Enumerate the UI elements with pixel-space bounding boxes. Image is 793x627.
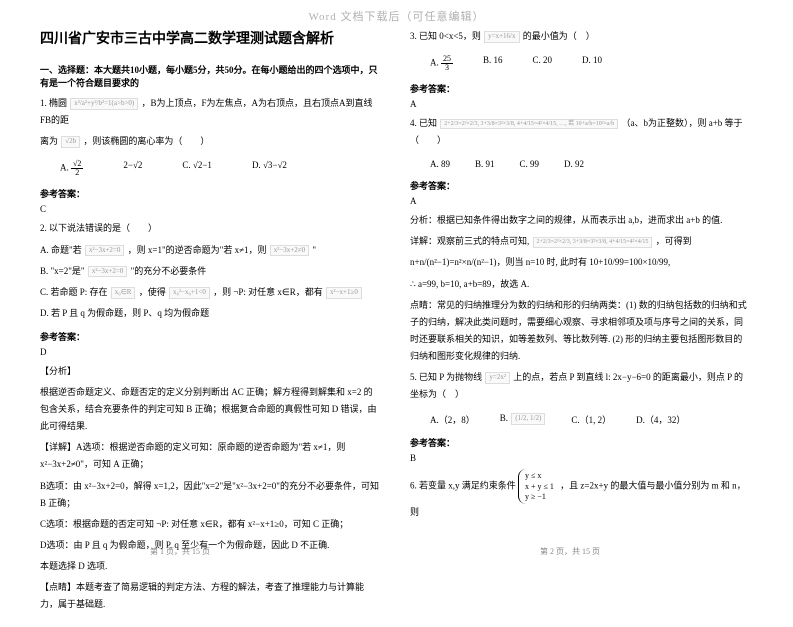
q1-options: A. √22 2−√2 C. √2−1 D. √3−√2 <box>40 160 380 177</box>
opt-d: D. 10 <box>582 55 602 72</box>
formula-icon: (1/2, 1/2) <box>511 413 545 425</box>
formula-icon: x²−3x+2≠0 <box>270 245 309 257</box>
opt-a: A. 253 <box>430 55 453 72</box>
text: ，可得到 <box>656 236 692 246</box>
text: A. 命题"若 <box>40 245 82 255</box>
q2-opt-b: B. "x=2"是" x²−3x+2=0 "的充分不必要条件 <box>40 263 380 280</box>
constraint: y ≥ −1 <box>525 492 554 502</box>
formula-icon: y=x+16/x <box>484 31 519 43</box>
answer-heading: 参考答案： <box>410 436 750 449</box>
question-6: 6. 若变量 x,y 满足约束条件 y ≤ x x + y ≤ 1 y ≥ −1… <box>410 469 750 521</box>
text: ，使得 <box>139 287 166 297</box>
text: " <box>312 245 316 255</box>
opt-b: B. (1/2, 1/2) <box>500 413 547 426</box>
explanation: 根据逆否命题定义、命题否定的定义分别判断出 AC 正确；解方程得到解集和 x=2… <box>40 384 380 435</box>
question-4: 4. 已知 2+2/3=2²×2/3, 3+3/8=3²×3/8, 4+4/15… <box>410 115 750 149</box>
page-number-left: 第 1 页，共 15 页 <box>150 546 210 557</box>
formula-icon: x²/a²+y²/b²=1(a>b>0) <box>70 98 138 110</box>
formula-icon: 2+2/3=2²×2/3, 3+3/8=3²×3/8, 4+4/15=4²×4/… <box>440 119 618 130</box>
explanation: ∴ a=99, b=10, a+b=89，故选 A. <box>410 276 750 293</box>
document-title: 四川省广安市三古中学高二数学理测试题含解析 <box>40 28 380 48</box>
answer-letter: C <box>40 204 380 214</box>
answer-letter: A <box>410 196 750 206</box>
page-container: 四川省广安市三古中学高二数学理测试题含解析 一、选择题：本大题共10小题，每小题… <box>0 0 793 627</box>
formula-icon: √2b <box>61 136 80 148</box>
answer-heading: 参考答案： <box>410 82 750 95</box>
constraint: x + y ≤ 1 <box>525 482 554 492</box>
right-column: 3. 已知 0<x<5，则 y=x+16/x 的最小值为（ ） A. 253 B… <box>410 28 750 617</box>
opt-d: D. √3−√2 <box>252 160 287 177</box>
watermark-text: Word 文档下载后（可任意编辑） <box>0 8 793 24</box>
question-1-line2: 离为 √2b ，则该椭圆的离心率为（ ） <box>40 133 380 150</box>
formula-icon: x₀²−x₀+1<0 <box>169 287 210 299</box>
opt-c: C.（1, 2） <box>571 413 611 426</box>
explanation: C选项：根据命题的否定可知 ¬P: 对任意 x∈R，都有 x²−x+1≥0，可知… <box>40 516 380 533</box>
answer-heading: 参考答案： <box>410 179 750 192</box>
left-column: 四川省广安市三古中学高二数学理测试题含解析 一、选择题：本大题共10小题，每小题… <box>40 28 380 617</box>
explanation: B选项：由 x²−3x+2=0，解得 x=1,2，因此"x=2"是"x²−3x+… <box>40 478 380 512</box>
text: 6. 若变量 x,y 满足约束条件 <box>410 481 516 491</box>
explanation: 本题选择 D 选项. <box>40 558 380 575</box>
question-2: 2. 以下说法错误的是（ ） <box>40 220 380 237</box>
question-1: 1. 椭圆 x²/a²+y²/b²=1(a>b>0) ，B为上顶点，F为左焦点，… <box>40 95 380 129</box>
opt-c: C. √2−1 <box>182 160 212 177</box>
explanation: 详解：观察前三式的特点可知, 2+2/3=2²×2/3, 3+3/8=3²×3/… <box>410 233 750 250</box>
text: 详解：观察前三式的特点可知, <box>410 236 529 246</box>
opt-d: D. 92 <box>564 159 584 169</box>
q2-opt-d: D. 若 P 且 q 为假命题，则 P、q 均为假命题 <box>40 305 380 322</box>
opt-a: A. √22 <box>60 160 83 177</box>
opt-b: B. 91 <box>475 159 495 169</box>
opt-c: C. 20 <box>533 55 553 72</box>
question-3: 3. 已知 0<x<5，则 y=x+16/x 的最小值为（ ） <box>410 28 750 45</box>
text: 4. 已知 <box>410 118 437 128</box>
opt-b: 2−√2 <box>123 160 142 177</box>
answer-heading: 参考答案： <box>40 330 380 343</box>
section-heading: 一、选择题：本大题共10小题，每小题5分，共50分。在每小题给出的四个选项中，只… <box>40 64 380 89</box>
q2-opt-c: C. 若命题 P: 存在 x₀∈R ，使得 x₀²−x₀+1<0 ，则 ¬P: … <box>40 284 380 301</box>
text: C. 若命题 P: 存在 <box>40 287 108 297</box>
text: 5. 已知 P 为抛物线 <box>410 372 482 382</box>
q1-text-c: 离为 <box>40 136 58 146</box>
text: B. "x=2"是" <box>40 266 85 276</box>
q2-opt-a: A. 命题"若 x²−3x+2=0 ，则 x=1"的逆否命题为"若 x≠1，则 … <box>40 242 380 259</box>
explanation: D选项：由 P 且 q 为假命题，则 P, q 至少有一个为假命题，因此 D 不… <box>40 537 380 554</box>
formula-icon: 2+2/3=2²×2/3, 3+3/8=3²×3/8, 4+4/15=4²×4/… <box>533 237 653 248</box>
text: ，则 x=1"的逆否命题为"若 x≠1，则 <box>128 245 267 255</box>
answer-letter: D <box>40 347 380 357</box>
answer-letter: B <box>410 453 750 463</box>
explanation: 【详解】A选项：根据逆否命题的定义可知：原命题的逆否命题为"若 x≠1，则 x²… <box>40 439 380 473</box>
answer-letter: A <box>410 99 750 109</box>
text: "的充分不必要条件 <box>131 266 207 276</box>
opt-d: D.（4，32） <box>636 413 685 426</box>
constraint: y ≤ x <box>525 471 554 481</box>
text: 3. 已知 0<x<5，则 <box>410 31 481 41</box>
q4-options: A. 89 B. 91 C. 99 D. 92 <box>410 159 750 169</box>
question-5: 5. 已知 P 为抛物线 y=2x² 上的点，若点 P 到直线 l: 2x−y−… <box>410 369 750 403</box>
page-number-right: 第 2 页，共 15 页 <box>540 546 600 557</box>
explanation: 【点睛】本题考查了简易逻辑的判定方法、方程的解法，考查了推理能力与计算能力，属于… <box>40 579 380 613</box>
q3-options: A. 253 B. 16 C. 20 D. 10 <box>410 55 750 72</box>
opt-b: B. 16 <box>483 55 503 72</box>
opt-a: A. 89 <box>430 159 450 169</box>
explanation: 分析：根据已知条件得出数字之间的规律，从而表示出 a,b，进而求出 a+b 的值… <box>410 212 750 229</box>
formula-icon: x₀∈R <box>111 287 136 299</box>
analysis-heading: 【分析】 <box>40 363 380 380</box>
formula-icon: y=2x² <box>485 372 510 384</box>
text: 的最小值为（ ） <box>523 31 595 41</box>
text: ，则 ¬P: 对任意 x∈R，都有 <box>213 287 323 297</box>
explanation: 点睛：常见的归纳推理分为数的归纳和形的归纳两类：(1) 数的归纳包括数的归纳和式… <box>410 297 750 365</box>
q5-options: A.（2，8） B. (1/2, 1/2) C.（1, 2） D.（4，32） <box>410 413 750 426</box>
q1-text-a: 1. 椭圆 <box>40 98 67 108</box>
formula-icon: x²−3x+2=0 <box>85 245 124 257</box>
q1-text-d: ，则该椭圆的离心率为（ ） <box>83 136 209 146</box>
explanation: n+n/(n²−1)=n²×n/(n²−1)，则当 n=10 时, 此时有 10… <box>410 254 750 271</box>
opt-c: C. 99 <box>520 159 540 169</box>
answer-heading: 参考答案： <box>40 187 380 200</box>
constraint-system: y ≤ x x + y ≤ 1 y ≥ −1 <box>518 469 558 504</box>
opt-a: A.（2，8） <box>430 413 475 426</box>
formula-icon: x²−3x+2=0 <box>88 266 127 278</box>
formula-icon: x²−x+1≥0 <box>326 287 362 299</box>
